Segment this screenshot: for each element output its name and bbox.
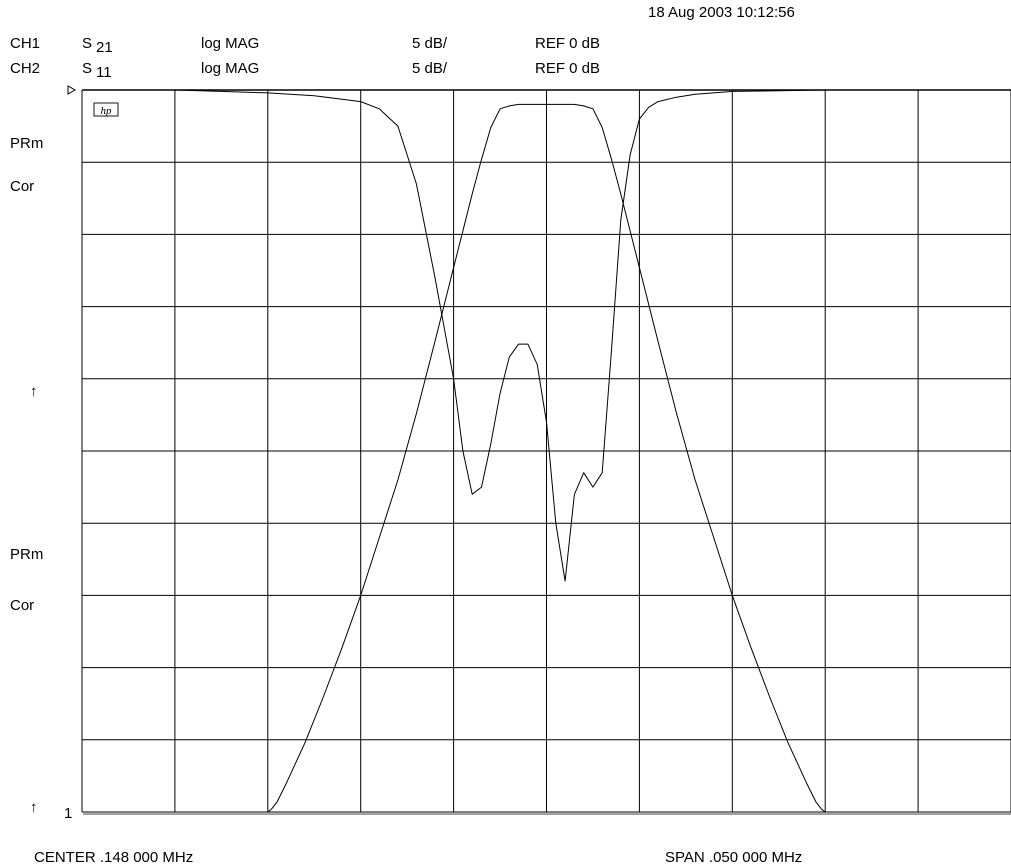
span-frequency: SPAN .050 000 MHz <box>665 849 803 866</box>
channel-2-prm-label: PRm <box>10 546 44 563</box>
channel-1-scale: 5 dB/ <box>412 35 448 52</box>
channel-1-label: CH1 <box>10 35 41 52</box>
trace-s21 <box>82 103 1011 813</box>
channel-1-prm-label: PRm <box>10 135 44 152</box>
channel-1-cor-label: Cor <box>10 178 35 195</box>
channel-2-cor-label: Cor <box>10 597 35 614</box>
plot-traces <box>82 89 1011 813</box>
hp-logo: hp <box>93 102 119 117</box>
channel-1-param-sub: 21 <box>96 39 113 56</box>
plot-grid <box>81 89 1011 815</box>
channel-1-format: log MAG <box>201 35 260 52</box>
channel-2-format: log MAG <box>201 60 260 77</box>
channel-2-label: CH2 <box>10 60 41 77</box>
channel-1-parameter: S 21 <box>82 35 113 55</box>
channel-2-param-letter: S <box>82 60 93 77</box>
reference-marker-icon <box>67 85 77 95</box>
timestamp: 18 Aug 2003 10:12:56 <box>648 4 795 21</box>
channel-2-parameter: S 11 <box>82 60 112 80</box>
channel-2-ref-index: 1 <box>64 805 73 822</box>
channel-2-marker-arrow: ↑ <box>30 799 38 816</box>
channel-1-param-letter: S <box>82 35 93 52</box>
center-frequency: CENTER .148 000 MHz <box>34 849 194 866</box>
channel-2-scale: 5 dB/ <box>412 60 448 77</box>
channel-1-reference: REF 0 dB <box>535 35 601 52</box>
channel-1-marker-arrow: ↑ <box>30 383 38 400</box>
channel-2-param-sub: 11 <box>96 64 112 81</box>
channel-2-reference: REF 0 dB <box>535 60 601 77</box>
hp-logo-text: hp <box>101 105 113 117</box>
trace-s11 <box>82 89 1011 582</box>
